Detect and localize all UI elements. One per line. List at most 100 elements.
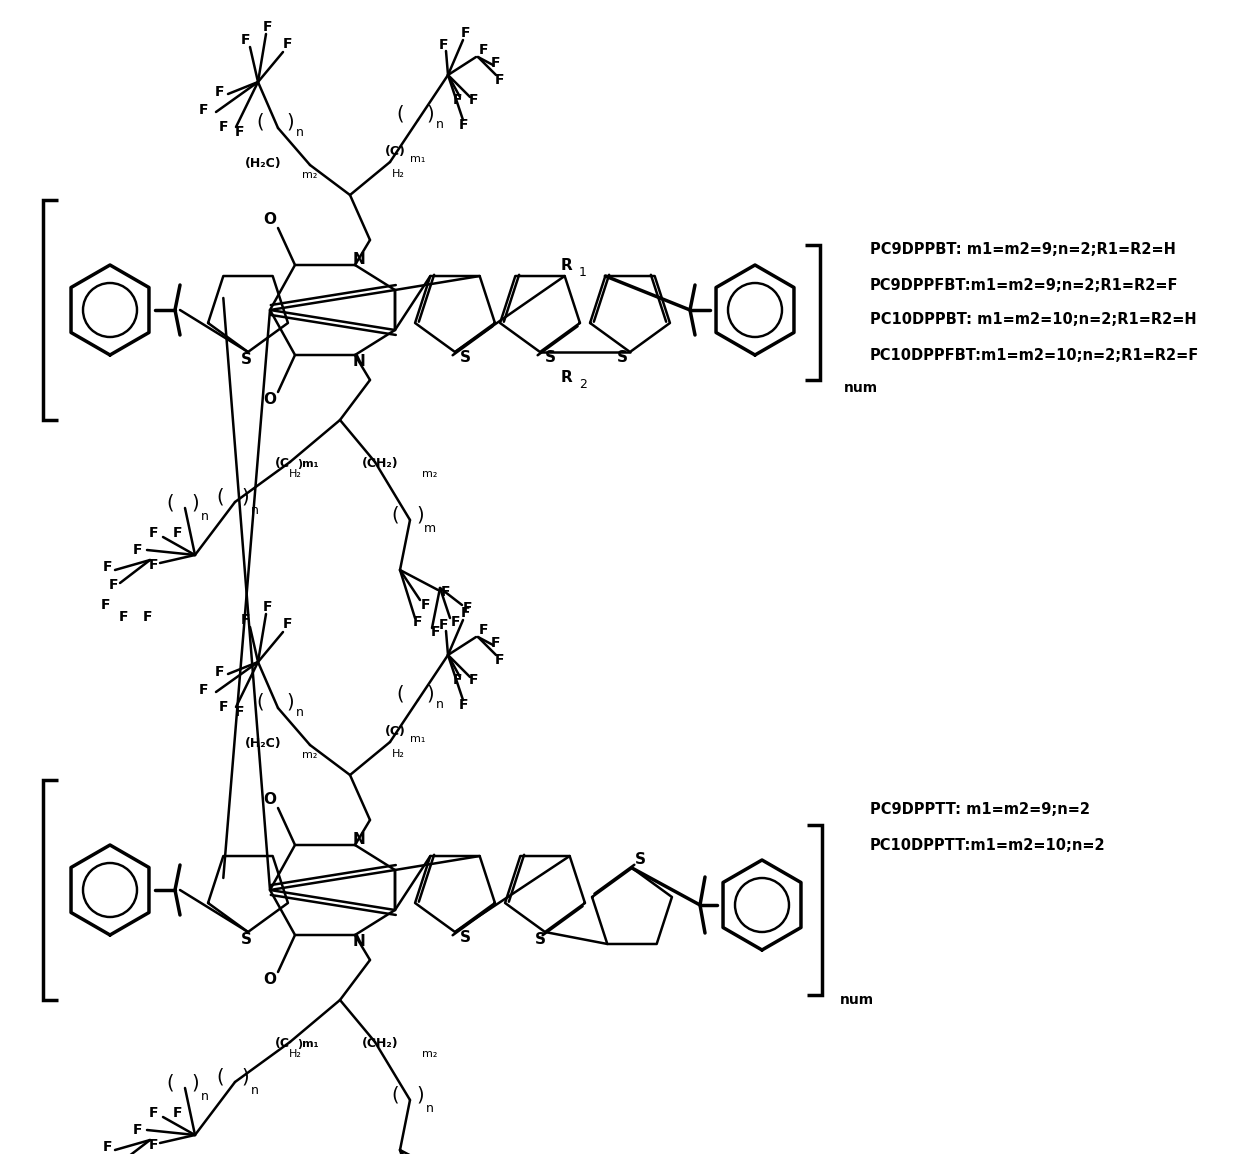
Text: F: F [263, 20, 273, 33]
Text: S: S [534, 932, 546, 947]
Text: F: F [495, 653, 505, 667]
Text: (H₂C): (H₂C) [246, 157, 281, 170]
Text: N: N [352, 832, 366, 847]
Text: F: F [454, 673, 463, 687]
Text: F: F [430, 625, 440, 639]
Text: H₂: H₂ [392, 749, 404, 759]
Text: PC10DPPBT: m1=m2=10;n=2;R1=R2=H: PC10DPPBT: m1=m2=10;n=2;R1=R2=H [870, 313, 1197, 328]
Text: N: N [352, 252, 366, 267]
Text: F: F [143, 610, 151, 624]
Text: n: n [201, 1089, 208, 1102]
Text: F: F [440, 585, 450, 599]
Text: F: F [469, 93, 477, 107]
Text: F: F [459, 698, 467, 712]
Text: n: n [427, 1102, 434, 1115]
Text: n: n [296, 127, 304, 140]
Text: PC10DPPFBT:m1=m2=10;n=2;R1=R2=F: PC10DPPFBT:m1=m2=10;n=2;R1=R2=F [870, 347, 1199, 362]
Text: n: n [436, 698, 444, 712]
Text: R: R [562, 370, 573, 385]
Text: F: F [149, 559, 157, 572]
Text: F: F [236, 705, 244, 719]
Text: ): ) [286, 112, 294, 132]
Text: n: n [436, 119, 444, 132]
Text: F: F [102, 1140, 112, 1154]
Text: m₂: m₂ [423, 1049, 438, 1059]
Text: F: F [133, 1123, 141, 1137]
Text: (C): (C) [384, 145, 405, 158]
Text: (: ( [216, 1067, 223, 1087]
Text: F: F [479, 43, 487, 57]
Text: F: F [420, 598, 430, 612]
Text: (: ( [257, 692, 264, 712]
Text: num: num [844, 381, 878, 395]
Text: O: O [263, 793, 277, 808]
Text: F: F [413, 615, 423, 629]
Text: (CH₂): (CH₂) [362, 457, 398, 471]
Text: ): ) [427, 105, 434, 123]
Text: m₂: m₂ [303, 750, 317, 760]
Text: F: F [495, 73, 505, 87]
Text: F: F [100, 598, 110, 612]
Text: num: num [839, 992, 874, 1007]
Text: S: S [544, 351, 556, 366]
Text: ): ) [417, 1086, 424, 1104]
Text: O: O [263, 392, 277, 407]
Text: m: m [424, 522, 436, 534]
Text: F: F [459, 118, 467, 132]
Text: (: ( [257, 112, 264, 132]
Text: F: F [198, 103, 208, 117]
Text: (: ( [397, 105, 404, 123]
Text: F: F [479, 623, 487, 637]
Text: F: F [149, 1106, 157, 1121]
Text: F: F [149, 526, 157, 540]
Text: (: ( [392, 1086, 399, 1104]
Text: n: n [250, 1084, 259, 1096]
Text: )m₁: )m₁ [298, 1039, 319, 1049]
Text: (: ( [392, 505, 399, 525]
Text: N: N [352, 934, 366, 949]
Text: F: F [464, 601, 472, 615]
Text: PC9DPPFBT:m1=m2=9;n=2;R1=R2=F: PC9DPPFBT:m1=m2=9;n=2;R1=R2=F [870, 277, 1178, 292]
Text: F: F [242, 33, 250, 47]
Text: S: S [460, 930, 470, 945]
Text: ): ) [242, 1067, 249, 1087]
Text: PC10DPPTT:m1=m2=10;n=2: PC10DPPTT:m1=m2=10;n=2 [870, 838, 1106, 853]
Text: S: S [635, 853, 646, 868]
Text: n: n [296, 706, 304, 719]
Text: F: F [461, 27, 471, 40]
Text: ): ) [286, 692, 294, 712]
Text: O: O [263, 212, 277, 227]
Text: F: F [108, 578, 118, 592]
Text: H₂: H₂ [289, 469, 301, 479]
Text: F: F [469, 673, 477, 687]
Text: F: F [491, 636, 501, 650]
Text: ): ) [191, 494, 198, 512]
Text: H₂: H₂ [392, 168, 404, 179]
Text: F: F [491, 57, 501, 70]
Text: F: F [216, 665, 224, 679]
Text: m₁: m₁ [410, 734, 425, 744]
Text: F: F [454, 93, 463, 107]
Text: (: ( [166, 1073, 174, 1093]
Text: (H₂C): (H₂C) [246, 736, 281, 749]
Text: (C): (C) [384, 726, 405, 739]
Text: S: S [241, 931, 252, 946]
Text: F: F [438, 38, 448, 52]
Text: F: F [283, 617, 293, 631]
Text: ): ) [417, 505, 424, 525]
Text: (: ( [216, 487, 223, 507]
Text: F: F [236, 125, 244, 138]
Text: )m₁: )m₁ [298, 459, 319, 469]
Text: F: F [450, 615, 460, 629]
Text: S: S [616, 351, 627, 366]
Text: ): ) [191, 1073, 198, 1093]
Text: (: ( [397, 684, 404, 704]
Text: S: S [460, 351, 470, 366]
Text: F: F [102, 560, 112, 574]
Text: (: ( [166, 494, 174, 512]
Text: F: F [438, 619, 448, 632]
Text: (CH₂): (CH₂) [362, 1037, 398, 1050]
Text: F: F [242, 613, 250, 627]
Text: F: F [198, 683, 208, 697]
Text: ): ) [427, 684, 434, 704]
